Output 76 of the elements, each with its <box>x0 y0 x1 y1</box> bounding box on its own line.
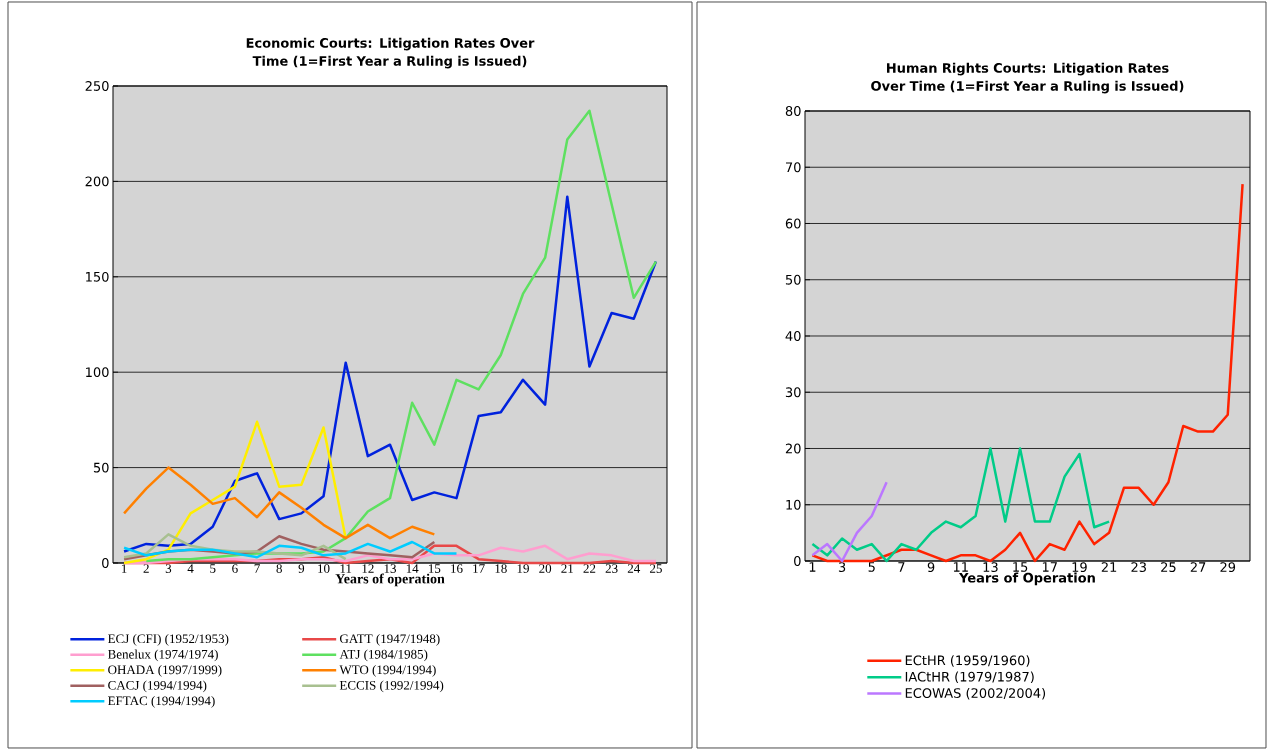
chart-title: Human Rights Courts: Litigation Rates Over Time (1=First Year a Ruling is Issued) <box>871 62 1184 94</box>
x-tick-label: 27 <box>1190 562 1206 572</box>
x-tick-label: 13 <box>983 562 998 573</box>
legend-label: OHADA (1997/1999) <box>108 665 222 677</box>
x-tick-label: 23 <box>1131 562 1146 573</box>
x-tick-label: 11 <box>340 564 352 573</box>
y-tick-label: 150 <box>86 271 109 282</box>
x-tick-label: 19 <box>517 564 529 573</box>
x-tick-label: 10 <box>318 564 330 573</box>
x-tick-label: 11 <box>953 562 968 572</box>
x-tick-label: 21 <box>561 564 574 573</box>
y-tick-label: 100 <box>86 367 109 378</box>
legend-label: ECOWAS (2002/2004) <box>905 687 1046 700</box>
chart-title: Economic Courts: Litigation Rates Over Time (1=First Year a Ruling is Issued) <box>246 37 535 69</box>
legend-label: ECtHR (1959/1960) <box>905 655 1030 667</box>
x-tick-label: 23 <box>605 564 618 573</box>
line-series <box>122 195 658 553</box>
x-tick-label: 7 <box>254 564 260 573</box>
y-tick-label: 10 <box>786 499 801 510</box>
x-tick-label: 2 <box>143 564 149 573</box>
x-tick-label: 1 <box>809 562 816 572</box>
legend-label: Benelux (1974/1974) <box>107 649 218 662</box>
line-series <box>122 420 347 565</box>
x-tick-label: 3 <box>838 562 846 573</box>
x-tick-label: 6 <box>232 564 238 573</box>
x-tick-label: 15 <box>428 564 441 573</box>
x-tick-label: 19 <box>1072 562 1087 573</box>
legend-label: ECCIS (1992/1994) <box>339 680 444 693</box>
y-tick-label: 40 <box>785 331 801 341</box>
y-tick-label: 50 <box>785 274 801 285</box>
y-tick-label: 0 <box>102 558 109 568</box>
legend-label: GATT (1947/1948) <box>339 633 440 646</box>
legend-label: ECJ (CFI) (1952/1953) <box>107 633 229 646</box>
x-tick-label: 5 <box>868 562 875 572</box>
y-tick-label: 50 <box>93 462 109 473</box>
x-tick-label: 22 <box>583 564 596 573</box>
x-axis-title: Years of Operation <box>958 572 1095 586</box>
x-tick-label: 21 <box>1101 562 1117 572</box>
y-tick-label: 60 <box>785 218 801 229</box>
x-tick-label: 8 <box>276 564 282 573</box>
x-tick-label: 29 <box>1220 562 1236 573</box>
x-tick-label: 25 <box>649 564 662 573</box>
x-tick-label: 15 <box>1013 562 1028 572</box>
x-tick-label: 25 <box>1161 562 1176 573</box>
y-tick-label: 80 <box>785 106 801 116</box>
x-tick-label: 13 <box>384 564 396 573</box>
y-tick-label: 0 <box>794 556 801 566</box>
y-tick-label: 200 <box>85 176 109 187</box>
x-tick-label: 14 <box>406 564 419 573</box>
x-tick-label: 24 <box>627 564 641 573</box>
y-tick-label: 250 <box>85 81 109 91</box>
x-tick-label: 7 <box>898 562 905 572</box>
y-tick-label: 70 <box>786 162 801 173</box>
x-tick-label: 9 <box>298 564 305 573</box>
x-tick-label: 17 <box>1042 562 1057 572</box>
line-series <box>122 466 436 540</box>
legend-label: WTO (1994/1994) <box>339 665 436 677</box>
x-tick-label: 4 <box>187 564 194 573</box>
x-tick-label: 18 <box>495 564 507 573</box>
x-tick-label: 12 <box>362 564 374 573</box>
legend-label: EFTAC (1994/1994) <box>107 696 215 708</box>
line-series <box>811 480 888 563</box>
x-tick-label: 1 <box>121 564 127 573</box>
x-tick-label: 16 <box>451 564 463 573</box>
legend-label: CACJ (1994/1994) <box>108 680 207 693</box>
line-series <box>811 447 1111 563</box>
x-tick-label: 17 <box>473 564 485 573</box>
legend-label: ATJ (1984/1985) <box>339 649 428 662</box>
y-tick-label: 20 <box>785 443 801 454</box>
x-tick-label: 9 <box>927 562 935 573</box>
x-tick-label: 5 <box>210 564 216 573</box>
legend-label: IACtHR (1979/1987) <box>905 671 1034 684</box>
x-axis-title: Years of operation <box>335 573 445 587</box>
x-tick-label: 20 <box>539 564 552 573</box>
x-tick-label: 3 <box>165 564 172 573</box>
y-tick-label: 30 <box>785 387 801 398</box>
